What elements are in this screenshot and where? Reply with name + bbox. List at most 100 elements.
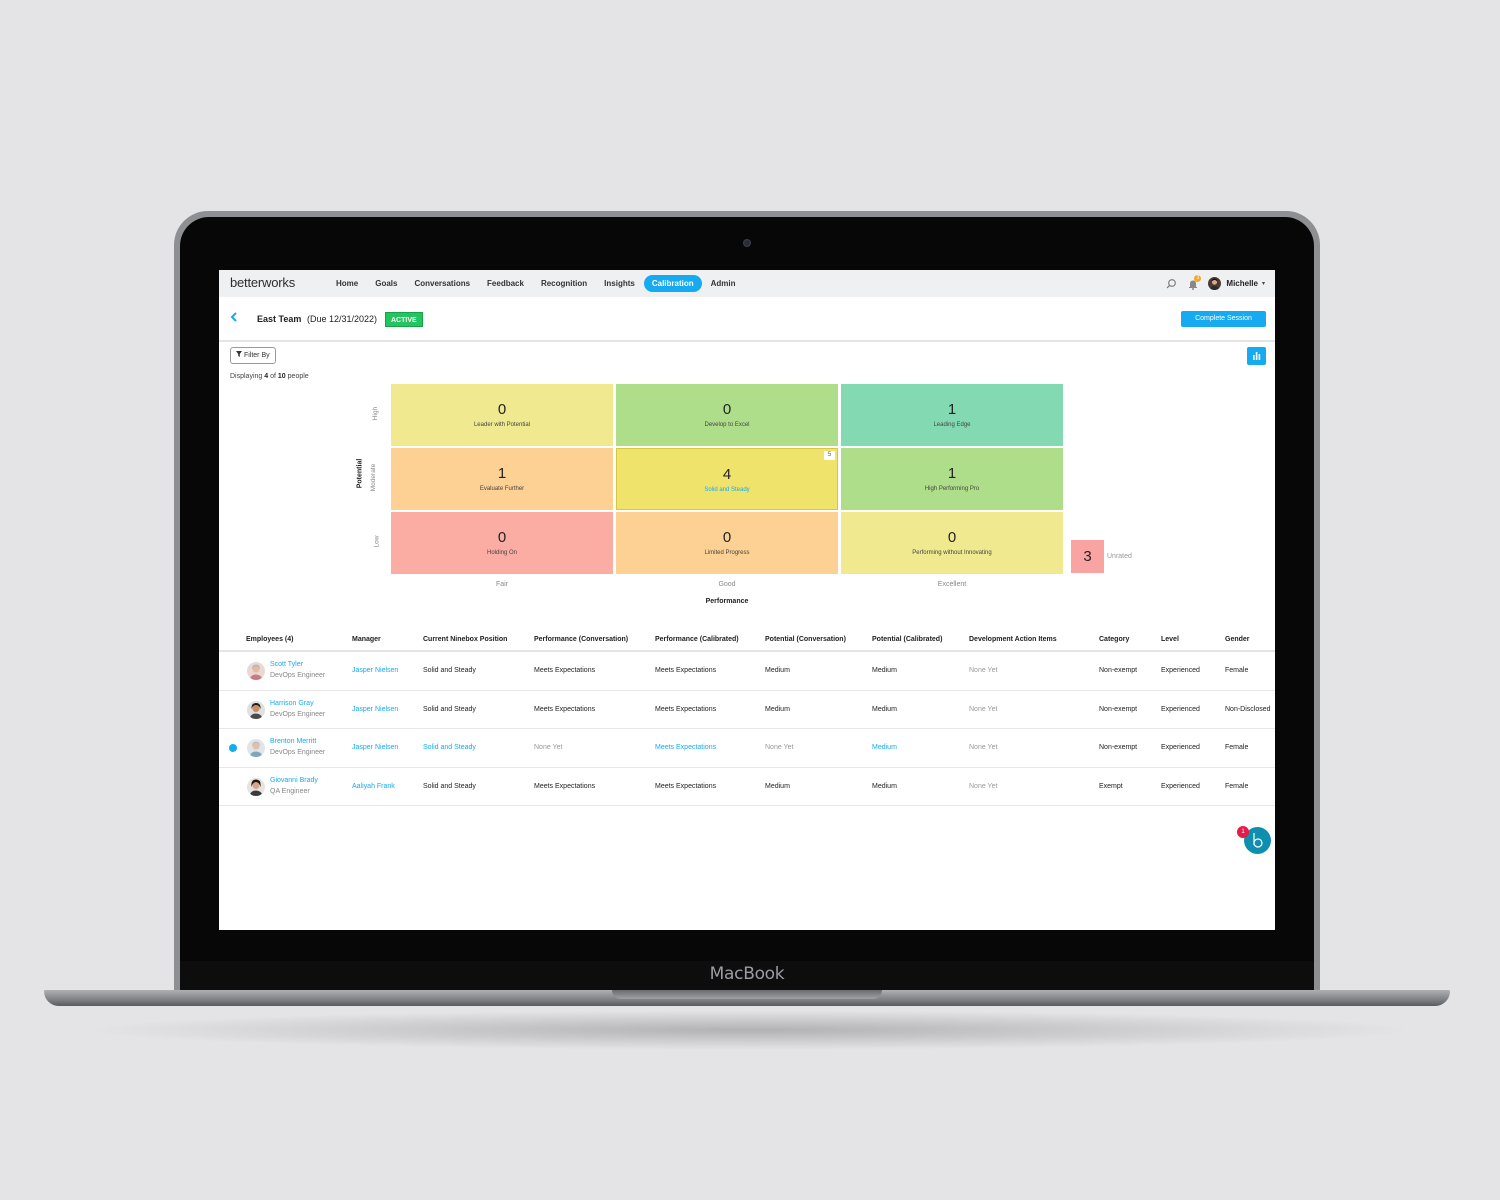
nav-insights[interactable]: Insights bbox=[604, 279, 635, 288]
level-value: Experienced bbox=[1161, 705, 1200, 713]
app-logo[interactable]: betterworks bbox=[230, 275, 295, 290]
cell-count: 1 bbox=[947, 401, 957, 418]
table-row[interactable]: Giovanni Brady QA Engineer Aaliyah Frank… bbox=[219, 768, 1275, 807]
ninebox-cell-performing-without-innovating[interactable]: 0 Performing without Innovating bbox=[841, 512, 1063, 574]
bell-icon[interactable]: 3 bbox=[1186, 274, 1202, 291]
cell-count: 1 bbox=[947, 465, 957, 482]
nav-goals[interactable]: Goals bbox=[375, 279, 398, 288]
unrated-count[interactable]: 3 bbox=[1071, 540, 1104, 573]
perf-cal-value[interactable]: Meets Expectations bbox=[655, 744, 717, 752]
check-icon[interactable] bbox=[229, 744, 237, 756]
gender-value: Female bbox=[1225, 667, 1249, 674]
employee-name[interactable]: Giovanni Brady bbox=[270, 776, 318, 784]
filter-button[interactable]: Filter By bbox=[230, 347, 276, 364]
nav-feedback[interactable]: Feedback bbox=[487, 279, 524, 288]
avatar bbox=[247, 662, 265, 680]
assistant-badge: 1 bbox=[1237, 826, 1249, 838]
cell-label: Limited Progress bbox=[704, 550, 750, 556]
y-level-high: High bbox=[372, 406, 380, 421]
ninebox-cell-high-performing-pro[interactable]: 1 High Performing Pro bbox=[841, 448, 1063, 510]
ninebox-cell-evaluate-further[interactable]: 1 Evaluate Further bbox=[391, 448, 613, 510]
ninebox-cell-limited-progress[interactable]: 0 Limited Progress bbox=[616, 512, 838, 574]
chevron-down-icon[interactable]: ▾ bbox=[1261, 281, 1265, 287]
nav-conversations[interactable]: Conversations bbox=[414, 279, 471, 288]
col-ninebox[interactable]: Current Ninebox Position bbox=[423, 636, 508, 643]
level-value: Experienced bbox=[1161, 667, 1200, 674]
notification-badge: 3 bbox=[1194, 274, 1202, 282]
nav-recognition[interactable]: Recognition bbox=[540, 279, 588, 288]
perf-conv-value: Meets Expectations bbox=[534, 705, 596, 713]
ninebox-value[interactable]: Solid and Steady bbox=[423, 744, 476, 752]
employee-name[interactable]: Brenton Merritt bbox=[270, 738, 317, 746]
cell-label: Develop to Excel bbox=[704, 422, 750, 428]
gender-value: Female bbox=[1225, 744, 1249, 752]
category-value: Exempt bbox=[1099, 782, 1123, 790]
user-avatar[interactable] bbox=[1208, 277, 1222, 290]
nav-right: 3 Michelle ▾ bbox=[1164, 270, 1265, 297]
pot-cal-value: Medium bbox=[872, 667, 897, 674]
manager-link[interactable]: Jasper Nielsen bbox=[352, 667, 399, 674]
table-row[interactable]: Harrison Gray DevOps Engineer Jasper Nie… bbox=[219, 691, 1275, 730]
pot-conv-value: Medium bbox=[765, 667, 790, 674]
col-manager[interactable]: Manager bbox=[352, 636, 381, 643]
cell-label: Evaluate Further bbox=[479, 486, 525, 492]
laptop-notch bbox=[612, 990, 882, 999]
dev-items-value: None Yet bbox=[969, 705, 998, 713]
perf-cal-value: Meets Expectations bbox=[655, 705, 717, 713]
back-arrow-icon[interactable] bbox=[228, 310, 240, 324]
cell-label: Leader with Potential bbox=[473, 422, 531, 428]
manager-link[interactable]: Aaliyah Frank bbox=[352, 782, 395, 790]
col-employees[interactable]: Employees (4) bbox=[246, 636, 294, 643]
col-pot-conv[interactable]: Potential (Conversation) bbox=[765, 636, 846, 643]
manager-link[interactable]: Jasper Nielsen bbox=[352, 744, 399, 752]
col-perf-cal[interactable]: Performance (Calibrated) bbox=[655, 636, 739, 643]
bar-chart-icon bbox=[1253, 352, 1261, 360]
cell-count: 4 bbox=[722, 466, 732, 483]
employee-role: DevOps Engineer bbox=[270, 749, 326, 757]
cell-label: Holding On bbox=[486, 550, 518, 556]
gender-value: Female bbox=[1225, 782, 1249, 790]
user-name[interactable]: Michelle bbox=[1226, 279, 1258, 288]
top-nav: betterworks Home Goals Conversations Fee… bbox=[219, 270, 1275, 297]
ninebox-cell-develop-to-excel[interactable]: 0 Develop to Excel bbox=[616, 384, 838, 446]
pot-conv-value: Medium bbox=[765, 705, 790, 713]
y-level-low: Low bbox=[373, 535, 381, 548]
cell-count: 0 bbox=[497, 401, 507, 418]
employee-role: DevOps Engineer bbox=[270, 672, 326, 679]
nav-admin[interactable]: Admin bbox=[710, 279, 736, 288]
cell-label: High Performing Pro bbox=[924, 486, 980, 492]
cell-count: 1 bbox=[497, 465, 507, 482]
pot-cal-value[interactable]: Medium bbox=[872, 744, 897, 752]
ninebox-cell-solid-and-steady[interactable]: 5 4 Solid and Steady bbox=[616, 448, 838, 510]
complete-session-button[interactable]: Complete Session bbox=[1181, 311, 1266, 327]
employee-name[interactable]: Harrison Gray bbox=[270, 699, 314, 707]
col-pot-cal[interactable]: Potential (Calibrated) bbox=[872, 636, 943, 643]
col-level[interactable]: Level bbox=[1161, 636, 1179, 643]
ninebox-cell-leader-with-potential[interactable]: 0 Leader with Potential bbox=[391, 384, 613, 446]
dev-items-value: None Yet bbox=[969, 744, 998, 752]
gender-value: Non-Disclosed bbox=[1225, 705, 1271, 713]
nav-items: Home Goals Conversations Feedback Recogn… bbox=[328, 270, 745, 297]
avatar bbox=[247, 777, 265, 796]
search-icon[interactable] bbox=[1164, 277, 1178, 291]
cell-label: Performing without Innovating bbox=[912, 550, 992, 556]
cell-count: 0 bbox=[722, 401, 732, 418]
y-axis-title: Potential bbox=[356, 458, 364, 489]
chart-view-button[interactable] bbox=[1247, 347, 1266, 365]
x-axis-title: Performance bbox=[705, 598, 749, 605]
nav-home[interactable]: Home bbox=[336, 279, 359, 288]
table-row[interactable]: Scott Tyler DevOps Engineer Jasper Niels… bbox=[219, 652, 1275, 691]
col-dev-items[interactable]: Development Action Items bbox=[969, 636, 1057, 643]
nav-calibration[interactable]: Calibration bbox=[643, 275, 702, 292]
col-perf-conv[interactable]: Performance (Conversation) bbox=[534, 636, 629, 643]
category-value: Non-exempt bbox=[1099, 705, 1138, 713]
ninebox-cell-holding-on[interactable]: 0 Holding On bbox=[391, 512, 613, 574]
displaying-prefix: Displaying bbox=[230, 373, 263, 380]
manager-link[interactable]: Jasper Nielsen bbox=[352, 705, 399, 713]
employee-name[interactable]: Scott Tyler bbox=[270, 661, 303, 668]
ninebox-cell-leading-edge[interactable]: 1 Leading Edge bbox=[841, 384, 1063, 446]
table-row[interactable]: Brenton Merritt DevOps Engineer Jasper N… bbox=[219, 729, 1275, 768]
col-category[interactable]: Category bbox=[1099, 636, 1130, 643]
cell-label: Solid and Steady bbox=[704, 487, 750, 493]
col-gender[interactable]: Gender bbox=[1225, 636, 1250, 643]
